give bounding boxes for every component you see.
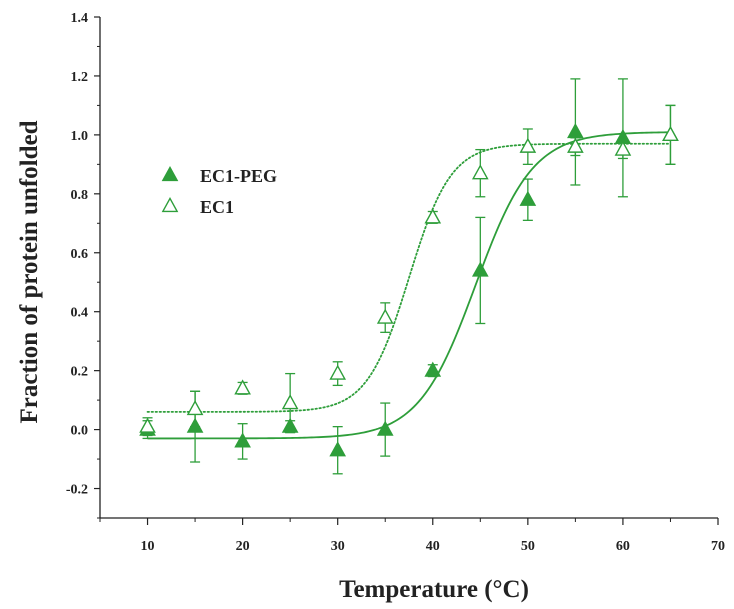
marker-ec1	[424, 208, 442, 224]
x-tick-label: 30	[331, 539, 345, 554]
legend-marker-ec1	[161, 197, 179, 213]
marker-ec1-peg	[281, 417, 299, 433]
marker-ec1	[376, 308, 394, 324]
marker-ec1	[614, 140, 632, 156]
marker-ec1-peg	[471, 261, 489, 277]
marker-ec1-peg	[329, 441, 347, 457]
marker-ec1-peg	[376, 420, 394, 436]
axes: -0.2 0.0 0.2 0.4 0.6 0.8 1.0 1.2 1.4 10 20 30 40 50 60…	[66, 11, 725, 554]
x-tick-label: 40	[426, 539, 440, 554]
y-tick-label: 0.2	[71, 365, 89, 380]
legend-marker-ec1-peg	[161, 166, 179, 182]
legend-label-ec1: EC1	[200, 197, 234, 217]
data-markers	[139, 122, 679, 457]
fit-curve-ec1-peg	[147, 131, 671, 440]
marker-ec1	[281, 394, 299, 410]
y-tick-label: 0.4	[71, 306, 89, 321]
marker-ec1-peg	[519, 190, 537, 206]
x-tick-label: 10	[141, 539, 155, 554]
marker-ec1	[329, 364, 347, 380]
marker-ec1	[139, 417, 156, 433]
y-axis-label: Fraction of protein unfolded	[16, 120, 43, 423]
x-axis-label: Temperature (°C)	[339, 576, 529, 603]
y-tick-label: 0.8	[71, 188, 89, 203]
y-tick-label: 1.4	[71, 11, 89, 26]
y-tick-label: 0.6	[71, 247, 89, 262]
marker-ec1	[186, 399, 204, 416]
marker-ec1	[662, 125, 679, 142]
fit-curve-ec1	[146, 142, 672, 413]
marker-ec1	[567, 137, 584, 153]
x-tick-label: 50	[521, 539, 535, 554]
fit-curves	[146, 131, 672, 440]
marker-ec1	[471, 164, 489, 180]
marker-ec1-peg	[234, 432, 251, 448]
legend-label-ec1-peg: EC1-PEG	[200, 166, 277, 186]
marker-ec1-peg	[567, 122, 584, 139]
y-tick-label: 0.0	[71, 424, 89, 439]
x-tick-label: 60	[616, 539, 630, 554]
x-tick-label: 20	[236, 539, 250, 554]
marker-ec1	[234, 379, 251, 395]
y-tick-label: 1.2	[71, 70, 89, 85]
y-tick-label: 1.0	[71, 129, 89, 144]
x-tick-label: 70	[711, 539, 725, 554]
y-tick-label: -0.2	[66, 483, 88, 498]
legend: EC1-PEG EC1	[161, 166, 277, 217]
marker-ec1-peg	[186, 417, 204, 433]
marker-ec1	[519, 137, 537, 153]
marker-ec1-peg	[424, 361, 442, 377]
